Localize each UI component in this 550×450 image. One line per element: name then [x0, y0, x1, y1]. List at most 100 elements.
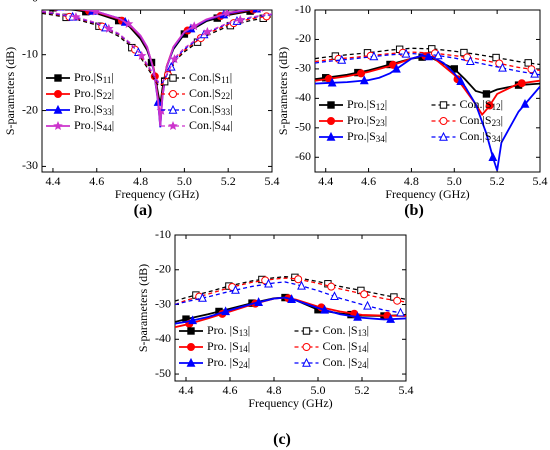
panel-label: (c)	[273, 431, 291, 448]
panel-c: 4.4 4.6 4.8 5.0 5.2 5.4 -50 -40 -30 -20 -10 Frequen…	[136, 227, 414, 448]
data-point-pro-s23	[357, 69, 366, 78]
x-tick-label: 4.4	[45, 174, 60, 188]
data-point-pro-s34	[456, 76, 466, 85]
legend: Pro. |S13|Pro. |S14|Pro. |S24| Con. |S13|…	[179, 323, 369, 370]
series-group	[42, 10, 272, 128]
data-point-con-s44	[136, 50, 147, 60]
legend-marker-con-s44	[168, 121, 178, 131]
legend-label-pro-s44: Pro.|S44|	[74, 118, 114, 133]
y-tick-label: -30	[155, 296, 171, 310]
legend: Pro.|S11|Pro.|S22|Pro.|S33|Pro.|S44| Con.…	[46, 70, 233, 133]
data-point-pro-s44	[59, 10, 66, 12]
legend-marker-pro-s14	[187, 343, 195, 351]
legend-label-pro-s12: Pro.|S12|	[347, 97, 387, 112]
legend-label-pro-s33: Pro.|S33|	[74, 102, 114, 117]
data-point-pro-s44	[257, 10, 263, 12]
x-tick-label: 5.2	[355, 383, 370, 397]
y-tick-label: -60	[295, 149, 311, 163]
plot-frame	[41, 9, 273, 173]
data-point-pro-s24	[386, 314, 396, 323]
data-point-con-s44	[104, 23, 114, 33]
x-tick-label: 5.2	[221, 174, 236, 188]
data-point-pro-s44	[222, 10, 232, 18]
x-tick-label: 4.6	[89, 174, 104, 188]
y-axis-label: S-parameters (dB)	[3, 47, 17, 135]
y-tick-label: -40	[155, 331, 171, 345]
x-axis-label: Frequency (GHz)	[115, 187, 199, 201]
x-tick-label: 4.8	[133, 174, 148, 188]
data-point-con-s24	[330, 291, 339, 301]
data-point-pro-s24	[254, 297, 264, 306]
data-point-con-s24	[264, 278, 273, 288]
data-point-con-s24	[363, 300, 372, 310]
data-point-pro-s34	[520, 98, 530, 108]
data-point-con-s14	[360, 290, 369, 299]
x-tick-label: 5.0	[311, 383, 326, 397]
panel-a: 4.4 4.6 4.8 5.0 5.2 5.4 -30 -20 -10 0 Frequency (G…	[3, 0, 280, 219]
legend-marker-pro-s11	[54, 74, 62, 82]
data-point-pro-s24	[320, 304, 330, 314]
y-tick-label: -50	[295, 120, 311, 134]
data-point-pro-s24	[188, 315, 198, 325]
y-tick-label: -20	[295, 31, 311, 45]
x-tick-label: 5.0	[447, 174, 462, 188]
y-tick-label: -30	[22, 158, 38, 172]
legend-label-con-s14: Con. |S14|	[323, 339, 370, 354]
data-point-con-s44	[71, 12, 81, 22]
data-point-pro-s24	[221, 306, 231, 316]
legend-label-con-s44: Con.|S44|	[189, 118, 233, 133]
legend-marker-con-s33	[168, 104, 178, 114]
data-point-pro-s34	[359, 75, 369, 85]
legend-label-con-s13: Con. |S13|	[323, 323, 370, 338]
data-point-con-s34	[337, 54, 347, 64]
legend-label-con-s22: Con.|S22|	[189, 86, 233, 101]
legend-marker-con-s22	[169, 90, 177, 98]
x-axis-label: Frequency (GHz)	[248, 396, 332, 410]
legend-label-con-s33: Con.|S33|	[189, 102, 233, 117]
series-line-con-s22	[42, 11, 272, 85]
legend-label-pro-s22: Pro.|S22|	[74, 86, 114, 101]
legend-marker-pro-s23	[327, 117, 335, 125]
legend-marker-pro-s44	[53, 121, 63, 131]
legend-label-con-s11: Con.|S11|	[189, 70, 232, 85]
plot-frame	[314, 9, 541, 173]
x-tick-label: 5.4	[265, 174, 280, 188]
data-point-con-s12	[492, 53, 500, 62]
legend-marker-con-s34	[439, 131, 448, 141]
legend-marker-pro-s12	[327, 101, 335, 109]
y-tick-label: -10	[295, 2, 311, 16]
x-tick-label: 4.4	[179, 383, 194, 397]
y-tick-label: -30	[295, 61, 311, 75]
panel-label: (b)	[404, 202, 424, 219]
data-point-con-s34	[433, 50, 443, 60]
data-point-pro-s34	[488, 152, 498, 161]
series-line-con-s24	[175, 281, 406, 315]
legend-label-con-s12: Con.|S12|	[460, 97, 504, 112]
data-point-pro-s33	[55, 10, 64, 11]
y-tick-label: -40	[295, 90, 311, 104]
data-point-pro-s44	[90, 10, 101, 16]
data-point-pro-s44	[123, 18, 134, 28]
series-line-con-s44	[42, 10, 272, 83]
y-tick-label: -20	[22, 102, 38, 116]
series-line-pro-s34	[315, 54, 540, 171]
data-point-con-s24	[297, 280, 306, 290]
data-point-pro-s33	[252, 10, 262, 13]
x-tick-label: 4.6	[223, 383, 238, 397]
legend-label-con-s23: Con.|S23|	[460, 113, 504, 128]
legend-label-pro-s23: Pro.|S23|	[347, 113, 387, 128]
x-tick-label: 4.6	[361, 174, 376, 188]
legend-marker-con-s24	[302, 357, 311, 367]
legend-label-pro-s34: Pro.|S34|	[347, 129, 387, 144]
data-point-pro-s23	[517, 79, 526, 88]
legend-label-con-s24: Con. |S24|	[323, 355, 370, 370]
y-tick-label: -50	[155, 366, 171, 380]
legend-marker-pro-s34	[326, 131, 336, 141]
data-point-con-s34	[530, 68, 540, 78]
legend-marker-con-s13	[302, 327, 311, 335]
legend-marker-con-s11	[169, 74, 177, 82]
data-point-pro-s22	[53, 10, 59, 11]
data-point-con-s44	[169, 54, 180, 64]
x-tick-label: 4.8	[267, 383, 282, 397]
